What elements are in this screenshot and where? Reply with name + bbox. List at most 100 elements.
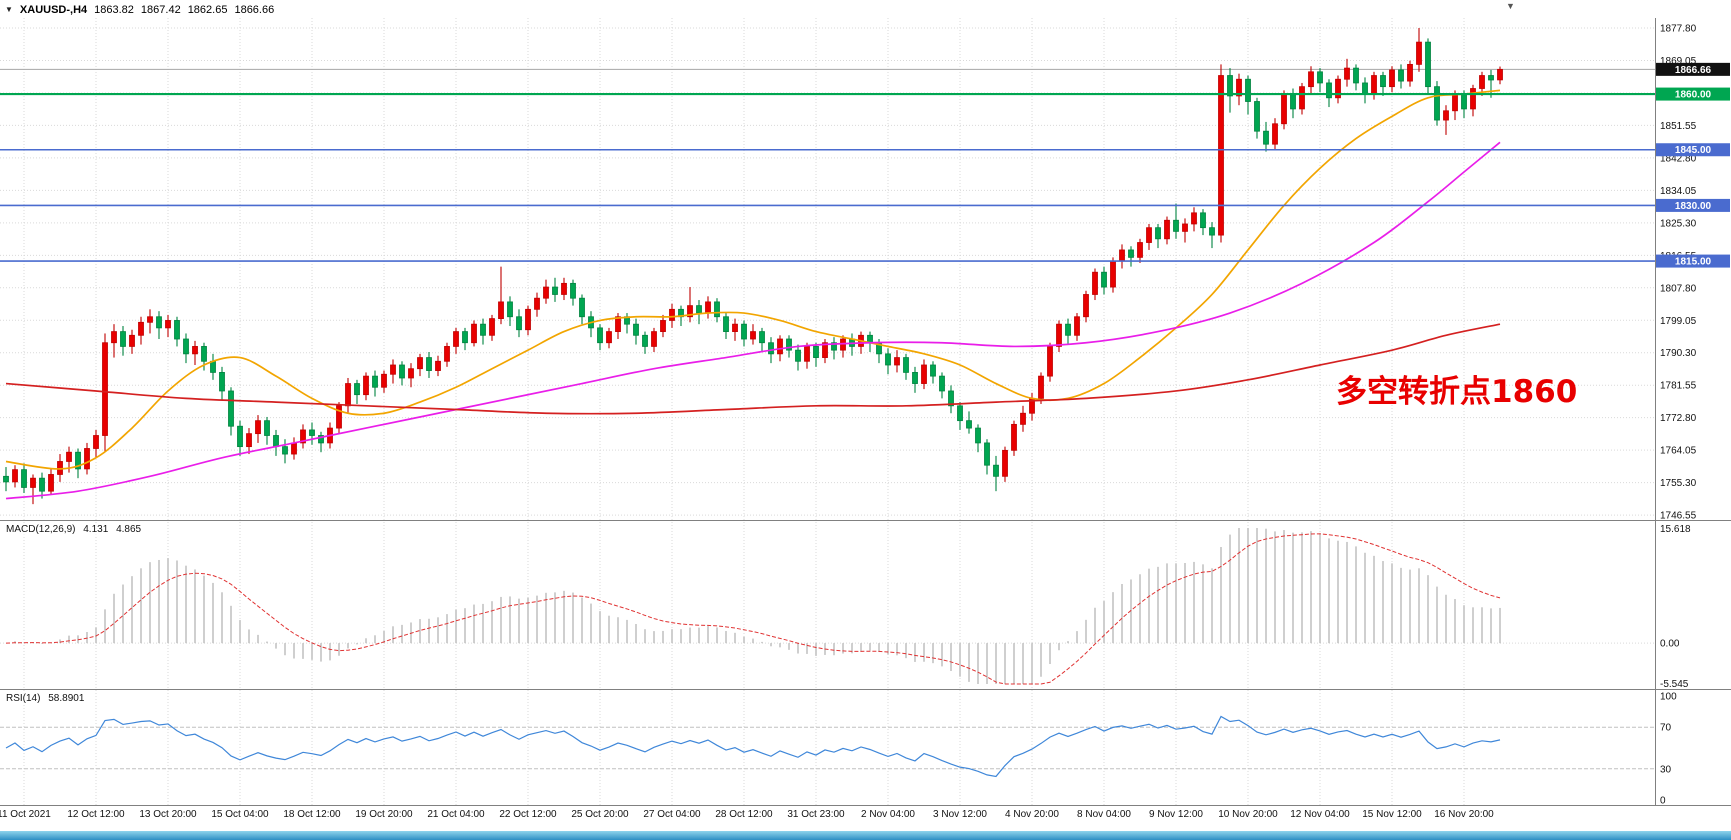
candle [1047, 346, 1053, 377]
svg-text:25 Oct 20:00: 25 Oct 20:00 [571, 809, 629, 820]
candle [1281, 93, 1287, 125]
candle [399, 364, 405, 379]
candle [1245, 78, 1251, 102]
candle [1470, 88, 1476, 110]
candle [1110, 260, 1116, 288]
svg-text:1781.55: 1781.55 [1660, 381, 1697, 392]
ma-fast-line [5, 89, 1501, 470]
svg-text:1866.66: 1866.66 [1675, 65, 1712, 76]
candle [93, 435, 99, 449]
candle [885, 353, 891, 366]
bottom-strip [0, 831, 1731, 840]
svg-text:1815.00: 1815.00 [1675, 257, 1712, 268]
candle [1020, 412, 1026, 425]
candle [534, 297, 540, 310]
candle [408, 368, 414, 379]
rsi-indicator-label: RSI(14) 58.8901 [6, 693, 85, 704]
candle [30, 477, 36, 488]
candle [462, 331, 468, 344]
candle [1299, 86, 1305, 110]
candle [831, 342, 837, 351]
candle [543, 286, 549, 299]
candle [264, 420, 270, 436]
candle [984, 442, 990, 466]
candle [381, 373, 387, 388]
candle [1074, 316, 1080, 336]
candle [111, 331, 117, 344]
candle [309, 429, 315, 436]
candle [975, 427, 981, 444]
current-price-badge: 1866.66 [1656, 62, 1730, 76]
grid [0, 18, 1655, 806]
svg-text:11 Oct 2021: 11 Oct 2021 [0, 809, 51, 820]
candle [3, 475, 9, 483]
svg-text:1845.00: 1845.00 [1675, 145, 1712, 156]
candle [1407, 63, 1413, 82]
candle [1371, 75, 1377, 95]
candle [183, 338, 189, 355]
candle [345, 383, 351, 407]
candle [660, 320, 666, 332]
candle [1011, 423, 1017, 451]
candle [597, 327, 603, 344]
candle [1317, 71, 1323, 84]
svg-text:2 Nov 04:00: 2 Nov 04:00 [861, 809, 915, 820]
svg-text:3 Nov 12:00: 3 Nov 12:00 [933, 809, 987, 820]
candle [795, 349, 801, 362]
svg-text:31 Oct 23:00: 31 Oct 23:00 [787, 809, 845, 820]
candle [1218, 75, 1224, 236]
macd-indicator-label: MACD(12,26,9) 4.131 4.865 [6, 524, 142, 535]
candle [1425, 41, 1431, 88]
candle [165, 320, 171, 329]
ohlc-high: 1867.42 [140, 3, 181, 16]
candle [102, 342, 108, 436]
candle [138, 321, 144, 336]
candle [192, 346, 198, 355]
candle [1398, 69, 1404, 82]
svg-text:13 Oct 20:00: 13 Oct 20:00 [139, 809, 197, 820]
macd-name: MACD(12,26,9) [6, 524, 76, 535]
svg-text:15.618: 15.618 [1660, 524, 1691, 535]
chart-menu-icon[interactable]: ▼ [1506, 1, 1515, 11]
price-badge-1845.00: 1845.00 [1656, 143, 1730, 157]
annotation-text[interactable]: 多空转折点1860 [1336, 374, 1578, 410]
candle [759, 331, 765, 344]
candle [318, 435, 324, 444]
svg-text:1790.30: 1790.30 [1660, 348, 1697, 359]
svg-text:1807.80: 1807.80 [1660, 283, 1697, 294]
candle [1497, 68, 1503, 81]
candle [732, 323, 738, 332]
symbol-timeframe: XAUUSD-,H4 [19, 3, 88, 16]
candle [39, 477, 45, 492]
price-badge-1830.00: 1830.00 [1656, 198, 1730, 212]
macd-value-signal: 4.865 [116, 524, 142, 535]
candle [372, 375, 378, 388]
svg-text:1746.55: 1746.55 [1660, 511, 1697, 522]
candle [354, 383, 360, 396]
candle [912, 372, 918, 384]
svg-text:70: 70 [1660, 723, 1672, 734]
candle [1209, 227, 1215, 236]
candle [1443, 110, 1449, 121]
candle [120, 331, 126, 347]
dropdown-arrow-icon[interactable]: ▼ [5, 4, 13, 14]
candle [363, 375, 369, 396]
candle [1416, 41, 1422, 65]
candle [714, 301, 720, 318]
candle [228, 390, 234, 427]
candle [147, 316, 153, 323]
candle [1389, 69, 1395, 88]
candle [1038, 375, 1044, 399]
candle [948, 390, 954, 407]
chart-title-bar: ▼ XAUUSD-,H4 1863.82 1867.42 1862.65 186… [5, 2, 283, 17]
candle [1128, 249, 1134, 258]
candle [741, 323, 747, 340]
candle [291, 442, 297, 455]
candle [894, 357, 900, 366]
svg-text:4 Nov 20:00: 4 Nov 20:00 [1005, 809, 1059, 820]
price-badge-1815.00: 1815.00 [1656, 254, 1730, 268]
candle [336, 405, 342, 429]
svg-text:27 Oct 04:00: 27 Oct 04:00 [643, 809, 701, 820]
candle [1065, 323, 1071, 336]
